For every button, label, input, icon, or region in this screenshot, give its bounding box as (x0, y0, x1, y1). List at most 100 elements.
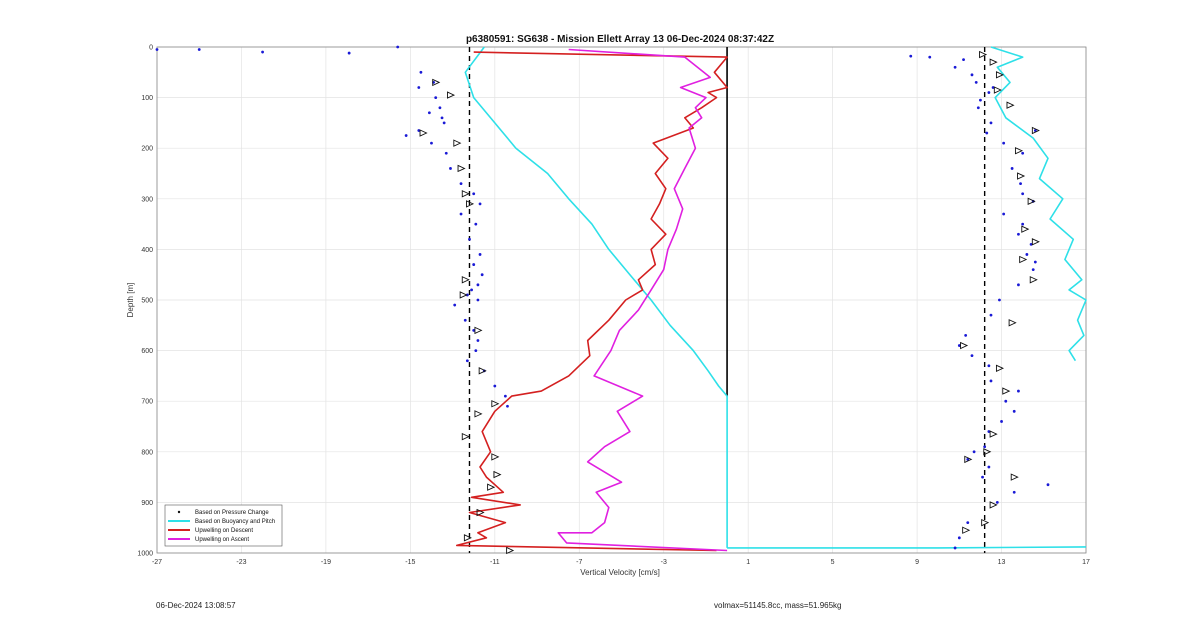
y-tick-label-3: 300 (141, 196, 153, 203)
triangle-marker-12 (474, 410, 483, 418)
pressure-dot-1-34 (1017, 389, 1020, 393)
y-tick-label-6: 600 (141, 348, 153, 355)
pressure-dot-1-29 (964, 334, 968, 337)
triangle-marker-9 (474, 326, 483, 335)
pressure-dot-0-19 (472, 192, 476, 196)
x-axis-label: Vertical Velocity [cm/s] (580, 568, 660, 577)
x-tick-label-3: -15 (405, 559, 415, 566)
y-tick-label-4: 400 (141, 247, 153, 254)
pressure-dot-1-48 (957, 536, 961, 540)
triangle-marker-18 (463, 534, 472, 542)
pressure-dot-0-8 (434, 96, 438, 99)
pressure-dot-0-10 (427, 111, 431, 115)
pressure-dot-1-39 (983, 445, 987, 449)
triangle-marker-35 (995, 364, 1005, 373)
y-tick-labels: 0 100 200 300 400 500 600 700 800 900 1000 (137, 45, 153, 558)
triangle-marker-42 (981, 518, 990, 527)
pressure-dot-1-32 (987, 364, 991, 368)
pressure-dot-0-20 (478, 202, 482, 206)
pressure-dot-1-20 (1021, 222, 1025, 226)
pressure-dot-1-1 (928, 55, 932, 59)
reference-lines (468, 47, 986, 553)
triangle-marker-1 (447, 91, 456, 99)
legend-entry-1: Based on Buoyancy and Pitch (195, 519, 275, 525)
pressure-dot-0-38 (493, 384, 497, 388)
pressure-dot-1-38 (987, 430, 991, 433)
pressure-dot-1-15 (1010, 167, 1014, 170)
triangle-marker-11 (491, 400, 500, 408)
y-tick-label-2: 200 (141, 146, 153, 153)
y-tick-label-7: 700 (141, 399, 153, 406)
pressure-dot-1-0 (909, 54, 913, 58)
pressure-dot-0-1 (197, 48, 201, 51)
triangle-marker-14 (491, 453, 500, 461)
pressure-dot-1-47 (966, 521, 970, 525)
legend-entry-3: Upwelling on Ascent (195, 537, 249, 543)
y-tick-label-10: 1000 (137, 551, 153, 558)
x-tick-labels: -27 -23 -19 -15 -11 -7 -3 1 5 9 13 17 (152, 559, 1090, 566)
pressure-dot-1-8 (979, 98, 982, 102)
x-tick-label-5: -7 (576, 559, 582, 566)
chart-title: p6380591: SG638 - Mission Ellett Array 1… (466, 34, 774, 45)
pressure-dot-0-27 (476, 283, 480, 287)
pressure-dot-0-3 (347, 51, 351, 55)
pressure-dot-0-34 (476, 339, 480, 342)
pressure-dot-1-33 (989, 379, 993, 383)
pressure-dot-0-16 (444, 151, 448, 155)
x-tick-label-6: -3 (661, 559, 667, 566)
triangle-marker-40 (1010, 473, 1019, 481)
pressure-dot-1-25 (1031, 268, 1035, 272)
pressure-dot-1-5 (974, 81, 978, 84)
pressure-dot-0-26 (480, 273, 484, 277)
triangle-marker-30 (1031, 238, 1040, 246)
pressure-dot-0-35 (474, 349, 478, 352)
pressure-dot-0-14 (404, 134, 408, 137)
pressure-dot-1-42 (987, 465, 991, 469)
x-tick-label-0: -27 (152, 559, 162, 566)
pressure-dot-0-12 (442, 121, 446, 125)
pressure-dot-0-15 (430, 141, 433, 145)
pressure-dot-1-19 (1002, 212, 1006, 216)
triangle-marker-15 (493, 470, 502, 479)
pressure-dot-0-23 (468, 237, 471, 241)
x-tick-label-7: 1 (746, 559, 750, 566)
pressure-dot-1-9 (976, 106, 980, 110)
y-axis-label: Depth [m] (126, 283, 135, 318)
grid-lines (156, 46, 1087, 554)
pressure-dot-0-0 (155, 48, 159, 51)
pressure-dot-0-24 (478, 253, 482, 256)
triangle-marker-26 (1014, 147, 1024, 155)
x-tick-label-11: 17 (1082, 559, 1090, 566)
x-tick-label-9: 9 (915, 559, 919, 566)
triangle-marker-16 (487, 483, 496, 491)
pressure-dot-1-4 (970, 73, 974, 77)
y-tick-label-1: 100 (141, 95, 153, 102)
triangle-marker-24 (1006, 101, 1015, 109)
pressure-dot-1-44 (1012, 490, 1016, 494)
x-tick-label-1: -23 (236, 559, 246, 566)
triangle-marker-7 (461, 276, 470, 284)
pressure-dot-0-13 (417, 129, 421, 132)
pressure-dot-1-49 (953, 546, 957, 550)
series-line-1-0 (464, 46, 728, 548)
pressure-dot-0-5 (419, 70, 423, 74)
pressure-dot-1-14 (1021, 151, 1025, 155)
pressure-dot-1-24 (1033, 260, 1037, 264)
triangle-marker-32 (1029, 276, 1038, 284)
pressure-dot-0-36 (465, 359, 469, 363)
pressure-dot-1-23 (1025, 253, 1029, 256)
pressure-dot-1-2 (962, 58, 965, 62)
triangle-marker-13 (461, 432, 470, 441)
pressure-dot-0-18 (459, 182, 463, 186)
triangle-marker-39 (964, 455, 973, 464)
pressure-dot-0-31 (453, 303, 457, 307)
triangle-marker-36 (1002, 387, 1011, 395)
pressure-dot-0-33 (472, 328, 476, 332)
triangle-marker-31 (1019, 255, 1028, 264)
triangle-marker-41 (989, 501, 998, 509)
pressure-change-dots (155, 45, 1050, 550)
x-tick-label-2: -19 (321, 559, 331, 566)
pressure-dot-1-12 (1002, 141, 1006, 145)
pressure-dot-0-25 (472, 263, 476, 266)
